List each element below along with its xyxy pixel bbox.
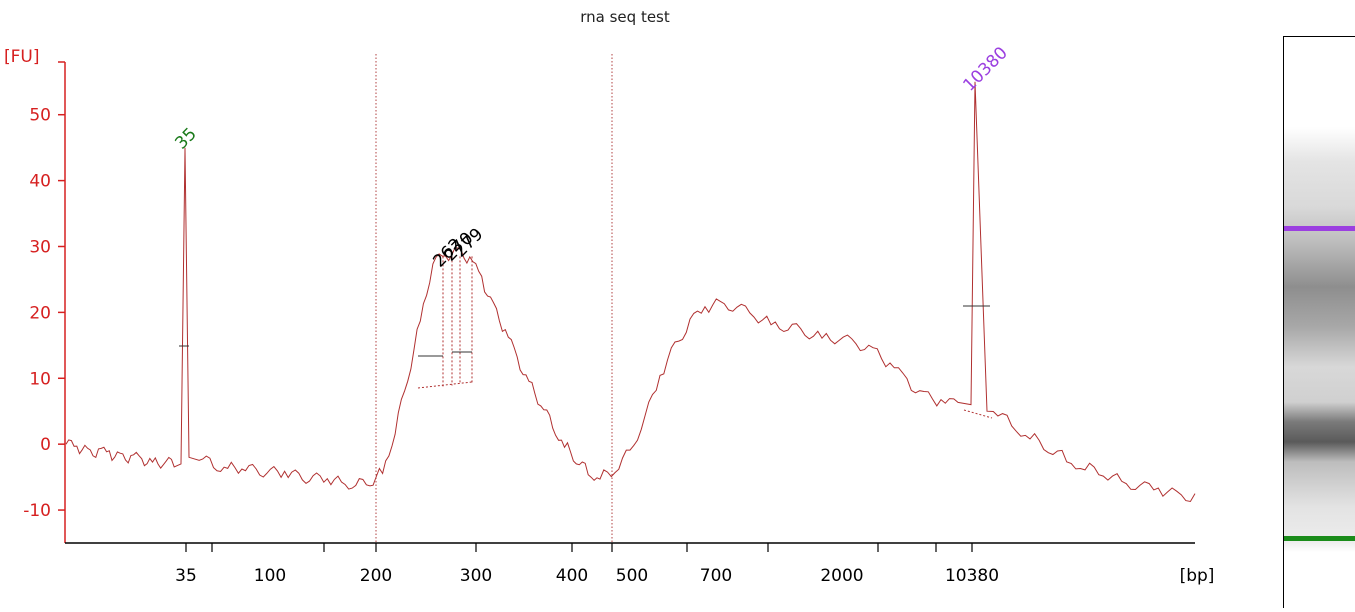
- x-tick-label: 500: [616, 566, 648, 586]
- axes: [FU] -10 0 10 20 30 40 50 35 100 200 300 400 500 700 20…: [4, 47, 1214, 586]
- marker-region-lines: [375, 54, 613, 543]
- y-axis-label: [FU]: [4, 47, 40, 67]
- y-tick-label: 30: [29, 237, 51, 257]
- x-tick-label: 10380: [945, 566, 999, 586]
- y-tick-label: 50: [29, 106, 51, 126]
- marker-baseline: [963, 409, 993, 419]
- x-tick-label: 100: [254, 566, 286, 586]
- gel-lower-marker-band: [1284, 536, 1355, 541]
- x-tick-label: 200: [360, 566, 392, 586]
- peak-label: 35: [171, 124, 200, 153]
- peak-label: 10380: [959, 43, 1011, 95]
- y-tick-label: 40: [29, 172, 51, 192]
- y-tick-label: 20: [29, 303, 51, 323]
- y-tick-label: 10: [29, 369, 51, 389]
- x-tick-label: 35: [175, 566, 197, 586]
- x-tick-label: 400: [556, 566, 588, 586]
- electropherogram-plot: [FU] -10 0 10 20 30 40 50 35 100 200 300 400 500 700 20…: [4, 43, 1214, 586]
- x-tick-label: 700: [700, 566, 732, 586]
- gel-upper-marker-band: [1284, 226, 1355, 231]
- gel-lane-panel: [1283, 36, 1355, 608]
- series-layer: [65, 81, 1196, 503]
- x-tick-label: 2000: [820, 566, 863, 586]
- gel-lane-band: [1284, 77, 1355, 577]
- fu-trace-line: [65, 81, 1196, 503]
- x-axis-label: [bp]: [1180, 566, 1215, 586]
- cluster-baseline: [417, 381, 473, 389]
- y-tick-label: 0: [40, 435, 51, 455]
- x-tick-label: 300: [460, 566, 492, 586]
- y-tick-label: -10: [23, 501, 51, 521]
- chart-title: rna seq test: [580, 8, 670, 26]
